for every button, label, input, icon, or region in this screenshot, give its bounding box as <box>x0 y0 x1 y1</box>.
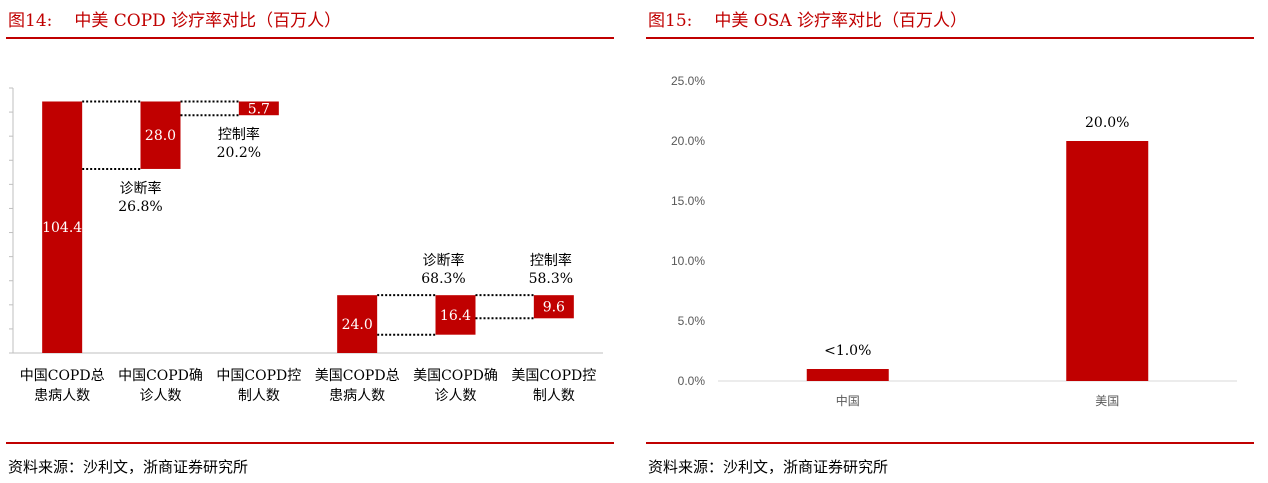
bar-value-label: 24.0 <box>342 317 373 333</box>
category-label: 中国COPD总 <box>20 368 105 384</box>
y-tick-label: 10.0% <box>671 254 705 268</box>
rate-annotation: 58.3% <box>529 271 573 287</box>
osa-bar-chart: 0.0% 5.0% 10.0% 15.0% 20.0% 25.0% <1.0% 中国 20.0%… <box>671 74 1237 408</box>
copd-figure-title: 图14: 中美 COPD 诊疗率对比（百万人） <box>8 6 341 31</box>
rate-annotation: 诊断率 <box>423 252 465 269</box>
rate-annotation: 控制率 <box>530 252 572 269</box>
category-label: 美国COPD控 <box>511 368 596 384</box>
osa-source-note: 资料来源：沙利文，浙商证券研究所 <box>648 458 889 476</box>
copd-figure-number: 图14: <box>8 11 53 31</box>
bar-value-label: 9.6 <box>543 300 565 316</box>
copd-source-note: 资料来源：沙利文，浙商证券研究所 <box>8 458 249 476</box>
copd-title-rule <box>6 37 614 39</box>
osa-source-rule <box>646 442 1254 444</box>
osa-title-rule <box>646 37 1254 39</box>
copd-figure-panel: 图14: 中美 COPD 诊疗率对比（百万人） 104.4 中国COPD总 患病人数 2… <box>0 0 620 483</box>
osa-figure-panel: 图15: 中美 OSA 诊疗率对比（百万人） 0.0% 5.0% 10.0% 15.0%… <box>640 0 1260 483</box>
category-label: 诊人数 <box>140 388 182 404</box>
bar-0 <box>806 369 889 381</box>
category-label: 美国COPD确 <box>413 368 498 384</box>
category-label: 美国 <box>1095 394 1119 408</box>
bar-value-label: <1.0% <box>824 343 871 359</box>
category-label: 患病人数 <box>329 388 385 404</box>
rate-annotation: 26.8% <box>118 199 162 215</box>
bar-value-label: 20.0% <box>1085 115 1129 131</box>
osa-figure-title: 图15: 中美 OSA 诊疗率对比（百万人） <box>648 6 967 31</box>
rate-annotation: 20.2% <box>217 145 261 161</box>
bar-4 <box>435 295 476 335</box>
rate-annotation: 控制率 <box>218 126 260 143</box>
category-label: 患病人数 <box>34 388 90 404</box>
bar-value-label: 16.4 <box>440 308 471 324</box>
category-label: 制人数 <box>238 388 280 404</box>
bar-value-label: 104.4 <box>42 220 82 236</box>
copd-figure-title-text: 中美 COPD 诊疗率对比（百万人） <box>74 11 342 31</box>
y-tick-label: 25.0% <box>671 74 705 88</box>
y-tick-label: 20.0% <box>671 134 705 148</box>
category-label: 中国COPD确 <box>118 368 203 384</box>
bar-value-label: 28.0 <box>145 128 176 144</box>
category-label: 美国COPD总 <box>315 368 400 384</box>
copd-waterfall-chart: 104.4中国COPD总患病人数28.0中国COPD确诊人数5.7中国COPD控… <box>9 87 603 404</box>
rate-annotation: 68.3% <box>421 271 465 287</box>
category-label: 诊人数 <box>435 388 477 404</box>
bar-3 <box>337 295 378 353</box>
bar-value-label: 5.7 <box>248 101 270 117</box>
bar-2 <box>238 101 279 116</box>
category-label: 制人数 <box>533 388 575 404</box>
y-tick-label: 5.0% <box>678 314 706 328</box>
osa-figure-title-text: 中美 OSA 诊疗率对比（百万人） <box>714 11 968 31</box>
bar-0 <box>42 101 83 353</box>
bar-5 <box>533 295 574 319</box>
bar-1 <box>1066 141 1149 381</box>
copd-source-rule <box>6 442 614 444</box>
rate-annotation: 诊断率 <box>120 180 162 197</box>
osa-figure-number: 图15: <box>648 11 693 31</box>
y-tick-label: 15.0% <box>671 194 705 208</box>
category-label: 中国COPD控 <box>216 368 301 384</box>
category-label: 中国 <box>836 393 860 408</box>
y-tick-label: 0.0% <box>678 374 706 388</box>
bar-1 <box>140 101 181 169</box>
